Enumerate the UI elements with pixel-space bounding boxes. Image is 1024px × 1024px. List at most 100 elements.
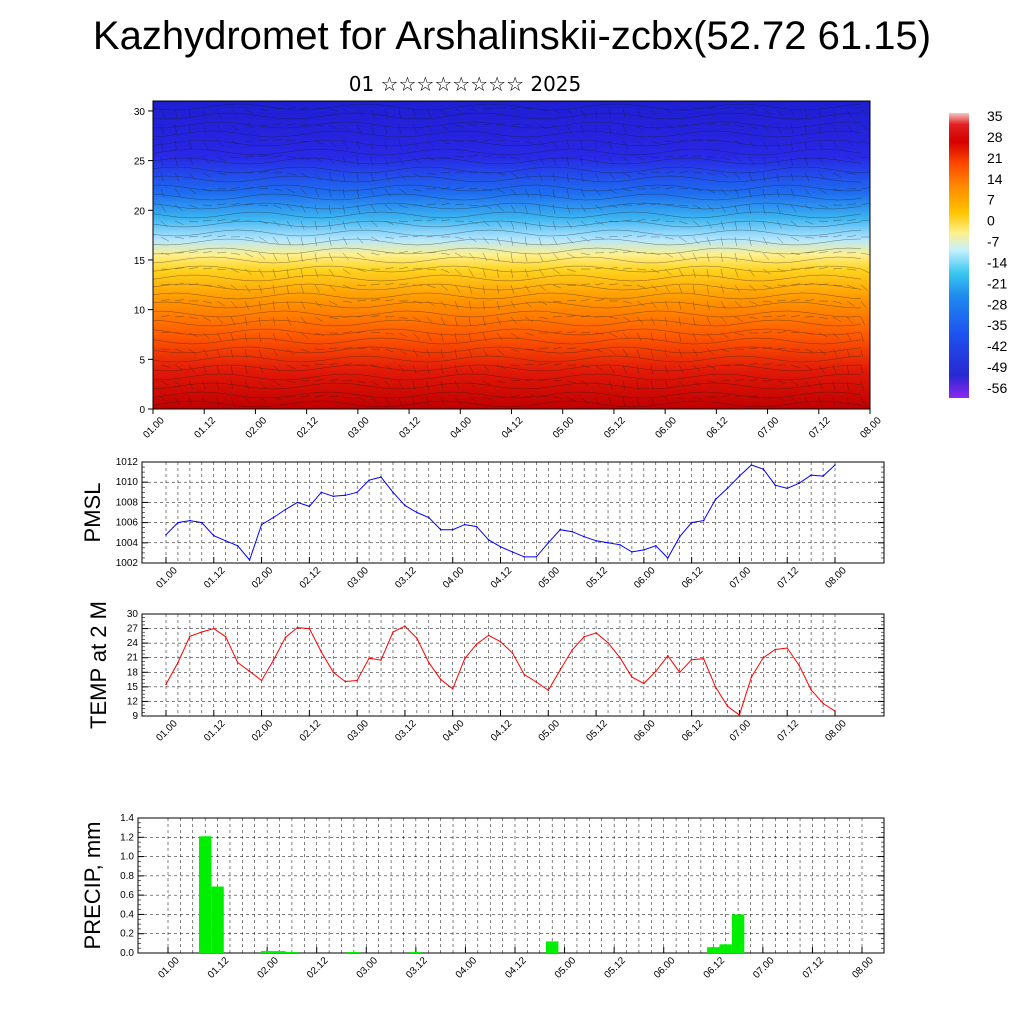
data-point: [260, 679, 263, 682]
wind-barb: [300, 140, 311, 142]
colorbar-label: -28: [987, 296, 1007, 312]
wind-barb: [202, 332, 210, 340]
wind-barb: [272, 284, 275, 294]
wind-barb: [160, 124, 164, 134]
wind-barb: [454, 396, 461, 405]
wind-barb: [748, 268, 755, 277]
wind-barb: [636, 124, 643, 133]
wind-barb: [762, 156, 767, 166]
y-tick-label: 0.6: [120, 890, 134, 901]
colorbar-label: -7: [987, 234, 1000, 250]
wind-barb: [594, 172, 600, 182]
wind-barb: [440, 380, 444, 390]
wind-barb: [650, 364, 653, 374]
wind-barb: [216, 172, 226, 175]
data-point: [547, 689, 550, 692]
wind-barb: [846, 284, 856, 289]
wind-barb: [664, 203, 674, 206]
wind-barb: [272, 316, 276, 326]
wind-barb: [300, 300, 306, 310]
wind-barb: [440, 140, 450, 145]
wind-barb: [524, 300, 532, 308]
colorbar-label: 35: [987, 108, 1003, 124]
wind-barb: [566, 315, 576, 318]
data-point: [631, 551, 633, 553]
wind-barb: [734, 172, 741, 181]
wind-barb: [314, 156, 323, 163]
wind-barb: [734, 220, 737, 230]
streamline: [152, 148, 862, 156]
wind-barb: [426, 396, 430, 406]
wind-barb: [244, 155, 255, 158]
wind-barb: [496, 268, 499, 278]
y-tick-label: 27: [127, 624, 139, 635]
wind-barb: [426, 252, 437, 254]
wind-barb: [510, 220, 515, 230]
wind-barb: [790, 236, 800, 242]
wind-barb: [258, 139, 268, 142]
wind-barb: [776, 204, 781, 214]
wind-barb: [762, 300, 772, 303]
wind-barb: [720, 268, 724, 278]
data-point: [248, 559, 251, 561]
wind-barb: [440, 316, 446, 326]
wind-barb: [636, 218, 646, 222]
wind-barb: [398, 283, 408, 286]
wind-barb: [370, 140, 373, 150]
wind-barb: [762, 220, 767, 230]
streamline: [152, 364, 862, 372]
x-tick-label: 08.00: [850, 955, 876, 981]
wind-barb: [454, 348, 457, 358]
wind-barb: [678, 348, 683, 358]
wind-barb: [188, 364, 195, 373]
wind-barb: [594, 188, 601, 197]
data-point: [356, 491, 358, 494]
wind-barb: [818, 348, 826, 355]
wind-barb: [342, 284, 352, 289]
wind-barb: [776, 315, 786, 318]
data-point: [738, 714, 741, 716]
wind-barb: [622, 235, 632, 238]
wind-barb: [160, 156, 163, 166]
wind-barb: [790, 172, 794, 182]
wind-barb: [482, 300, 485, 310]
wind-barb: [384, 332, 394, 335]
wind-barb: [720, 300, 726, 310]
wind-barb: [776, 172, 779, 182]
wind-barb: [426, 235, 436, 238]
data-point: [380, 476, 382, 478]
wind-barb: [412, 348, 419, 357]
wind-barb: [804, 380, 811, 389]
streamline: [152, 256, 862, 264]
data-point: [810, 689, 812, 691]
data-point: [702, 519, 705, 522]
wind-barb: [678, 300, 682, 310]
wind-barb: [426, 332, 432, 342]
wind-barb: [188, 236, 199, 238]
y-tick-label: 1.0: [120, 852, 134, 863]
wind-barb: [706, 348, 715, 355]
x-tick-label: 03.12: [393, 718, 419, 744]
wind-barb: [776, 284, 787, 286]
wind-barb: [454, 268, 462, 276]
wind-barb: [370, 380, 379, 386]
x-tick-label: 02.12: [298, 565, 324, 591]
x-tick-label: 06.12: [680, 565, 706, 591]
wind-barb: [608, 251, 618, 254]
wind-barb: [258, 268, 264, 277]
wind-barb: [440, 202, 450, 206]
wind-barb: [482, 396, 492, 400]
wind-barb: [440, 187, 450, 190]
data-point: [308, 505, 311, 508]
wind-barb: [440, 300, 447, 309]
wind-barb: [622, 108, 626, 118]
wind-barb: [440, 284, 449, 291]
x-tick-label: 04.12: [500, 415, 526, 441]
wind-barb: [412, 300, 422, 304]
y-tick-label: 24: [127, 638, 139, 649]
wind-barb: [846, 332, 852, 342]
wind-barb: [748, 236, 752, 246]
wind-barb: [734, 363, 745, 366]
wind-barb: [412, 380, 416, 390]
